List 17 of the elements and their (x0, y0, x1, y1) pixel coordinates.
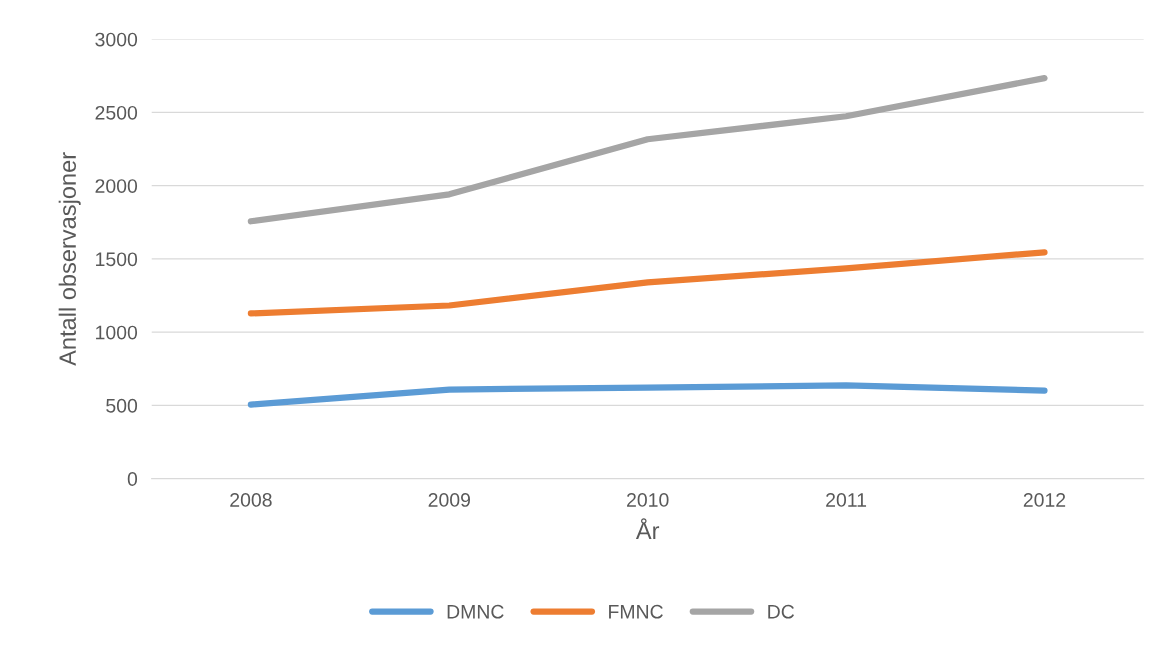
y-tick-label: 500 (106, 398, 138, 413)
y-axis-title: Antall observasjoner (58, 152, 81, 366)
legend-label: DMNC (447, 604, 504, 619)
x-tick-label: 2009 (428, 493, 470, 507)
y-tick-label: 2500 (95, 105, 138, 120)
legend-label: FMNC (609, 604, 663, 619)
y-tick-label: 0 (127, 472, 138, 486)
y-tick-label: 1000 (96, 325, 138, 340)
x-tick-label: 2012 (1023, 493, 1066, 507)
legend-label: DC (768, 604, 795, 619)
x-axis-title: År (635, 518, 660, 539)
y-tick-label: 1500 (96, 252, 138, 267)
y-tick-label: 3000 (95, 32, 138, 47)
x-tick-label: 2011 (826, 493, 867, 507)
y-tick-label: 2000 (95, 179, 138, 193)
x-tick-label: 2010 (627, 493, 669, 507)
x-tick-label: 2008 (230, 493, 272, 507)
